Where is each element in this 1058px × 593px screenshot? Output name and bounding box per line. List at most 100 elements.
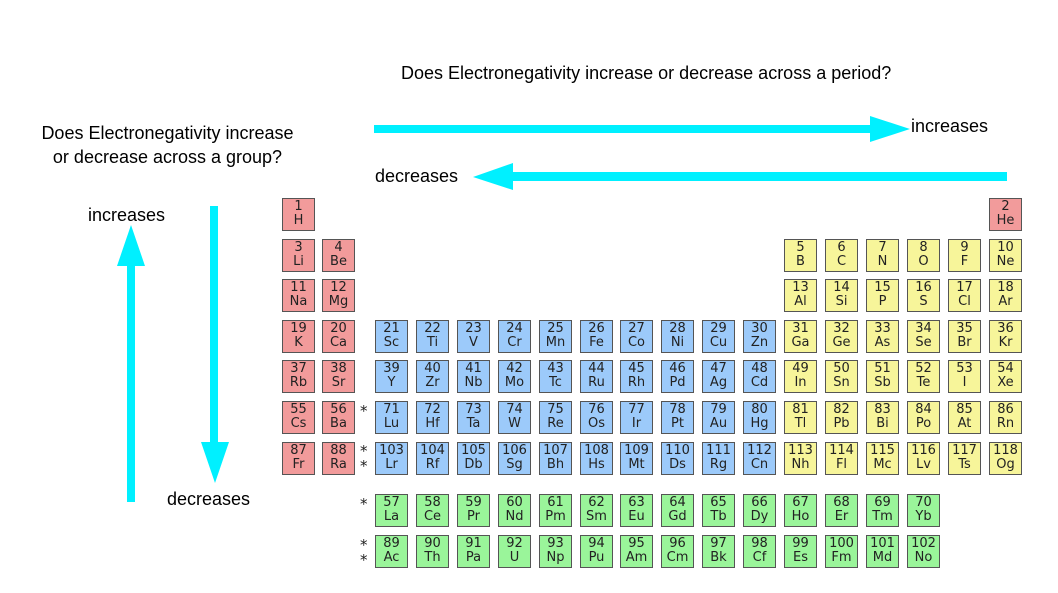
element-symbol: Cl (958, 294, 971, 309)
element-symbol: Pu (588, 550, 605, 565)
element-cell: 67 Ho (784, 494, 817, 527)
atomic-number: 47 (710, 361, 727, 376)
atomic-number: 16 (915, 280, 932, 295)
element-cell: 95 Am (620, 535, 653, 568)
element-cell: 89 Ac (375, 535, 408, 568)
element-symbol: Rh (627, 375, 646, 390)
element-symbol: Th (424, 550, 441, 565)
atomic-number: 103 (379, 443, 404, 458)
element-symbol: U (509, 550, 520, 565)
element-symbol: Ga (791, 335, 810, 350)
atomic-number: 68 (833, 495, 850, 510)
element-cell: 98 Cf (743, 535, 776, 568)
element-cell: 45 Rh (620, 360, 653, 393)
atomic-number: 75 (547, 402, 564, 417)
atomic-number: 33 (874, 321, 891, 336)
atomic-number: 95 (628, 536, 645, 551)
atomic-number: 52 (915, 361, 932, 376)
element-cell: 87 Fr (282, 442, 315, 475)
element-cell: 36 Kr (989, 320, 1022, 353)
atomic-number: 89 (383, 536, 400, 551)
element-symbol: S (919, 294, 928, 309)
atomic-number: 53 (956, 361, 973, 376)
element-cell: 70 Yb (907, 494, 940, 527)
element-symbol: Te (916, 375, 931, 390)
element-symbol: Md (872, 550, 893, 565)
element-cell: 64 Gd (661, 494, 694, 527)
atomic-number: 98 (751, 536, 768, 551)
atomic-number: 57 (383, 495, 400, 510)
atomic-number: 38 (330, 361, 347, 376)
element-symbol: As (874, 335, 891, 350)
element-cell: 104 Rf (416, 442, 449, 475)
element-cell: 41 Nb (457, 360, 490, 393)
atomic-number: 13 (792, 280, 809, 295)
element-cell: 26 Fe (580, 320, 613, 353)
group-decreases-label: decreases (167, 489, 251, 509)
atomic-number: 1 (294, 199, 303, 214)
atomic-number: 72 (424, 402, 441, 417)
element-cell: 55 Cs (282, 401, 315, 434)
element-cell: 114 Fl (825, 442, 858, 475)
atomic-number: 69 (874, 495, 891, 510)
group-question: Does Electronegativity increase or decre… (41, 123, 294, 167)
atomic-number: 71 (383, 402, 400, 417)
atomic-number: 118 (993, 443, 1018, 458)
element-cell: 31 Ga (784, 320, 817, 353)
element-symbol: Si (835, 294, 848, 309)
atomic-number: 79 (710, 402, 727, 417)
element-cell: 23 V (457, 320, 490, 353)
element-symbol: Sn (833, 375, 850, 390)
atomic-number: 60 (506, 495, 523, 510)
element-symbol: B (796, 254, 805, 269)
element-cell: 78 Pt (661, 401, 694, 434)
period-decrease-arrow (473, 163, 1007, 190)
element-cell: 60 Nd (498, 494, 531, 527)
atomic-number: 22 (424, 321, 441, 336)
element-cell: 10 Ne (989, 239, 1022, 272)
atomic-number: 40 (424, 361, 441, 376)
element-symbol: Br (957, 335, 972, 350)
element-cell: 116 Lv (907, 442, 940, 475)
element-cell: 50 Sn (825, 360, 858, 393)
atomic-number: 116 (911, 443, 936, 458)
atomic-number: 82 (833, 402, 850, 417)
atomic-number: 73 (465, 402, 482, 417)
element-symbol: Se (915, 335, 932, 350)
element-symbol: V (469, 335, 478, 350)
element-cell: 66 Dy (743, 494, 776, 527)
atomic-number: 80 (751, 402, 768, 417)
element-cell: 58 Ce (416, 494, 449, 527)
atomic-number: 101 (870, 536, 895, 551)
element-symbol: K (294, 335, 303, 350)
element-cell: 2 He (989, 198, 1022, 231)
actinide-row-marker-2: * (360, 551, 368, 569)
element-cell: 48 Cd (743, 360, 776, 393)
atomic-number: 87 (290, 443, 307, 458)
element-symbol: Cm (666, 550, 689, 565)
element-cell: 94 Pu (580, 535, 613, 568)
atomic-number: 93 (547, 536, 564, 551)
atomic-number: 36 (997, 321, 1014, 336)
atomic-number: 97 (710, 536, 727, 551)
element-symbol: C (836, 254, 847, 269)
atomic-number: 117 (952, 443, 977, 458)
element-cell: 12 Mg (322, 279, 355, 312)
element-symbol: Ru (588, 375, 605, 390)
element-symbol: Cn (750, 457, 769, 472)
element-cell: 32 Ge (825, 320, 858, 353)
element-symbol: Lr (385, 457, 398, 472)
element-symbol: W (508, 416, 521, 431)
element-symbol: Xe (997, 375, 1014, 390)
element-cell: 100 Fm (825, 535, 858, 568)
element-symbol: Ca (329, 335, 348, 350)
element-symbol: Ce (423, 509, 442, 524)
element-cell: 54 Xe (989, 360, 1022, 393)
element-symbol: Tm (872, 509, 893, 524)
atomic-number: 24 (506, 321, 523, 336)
